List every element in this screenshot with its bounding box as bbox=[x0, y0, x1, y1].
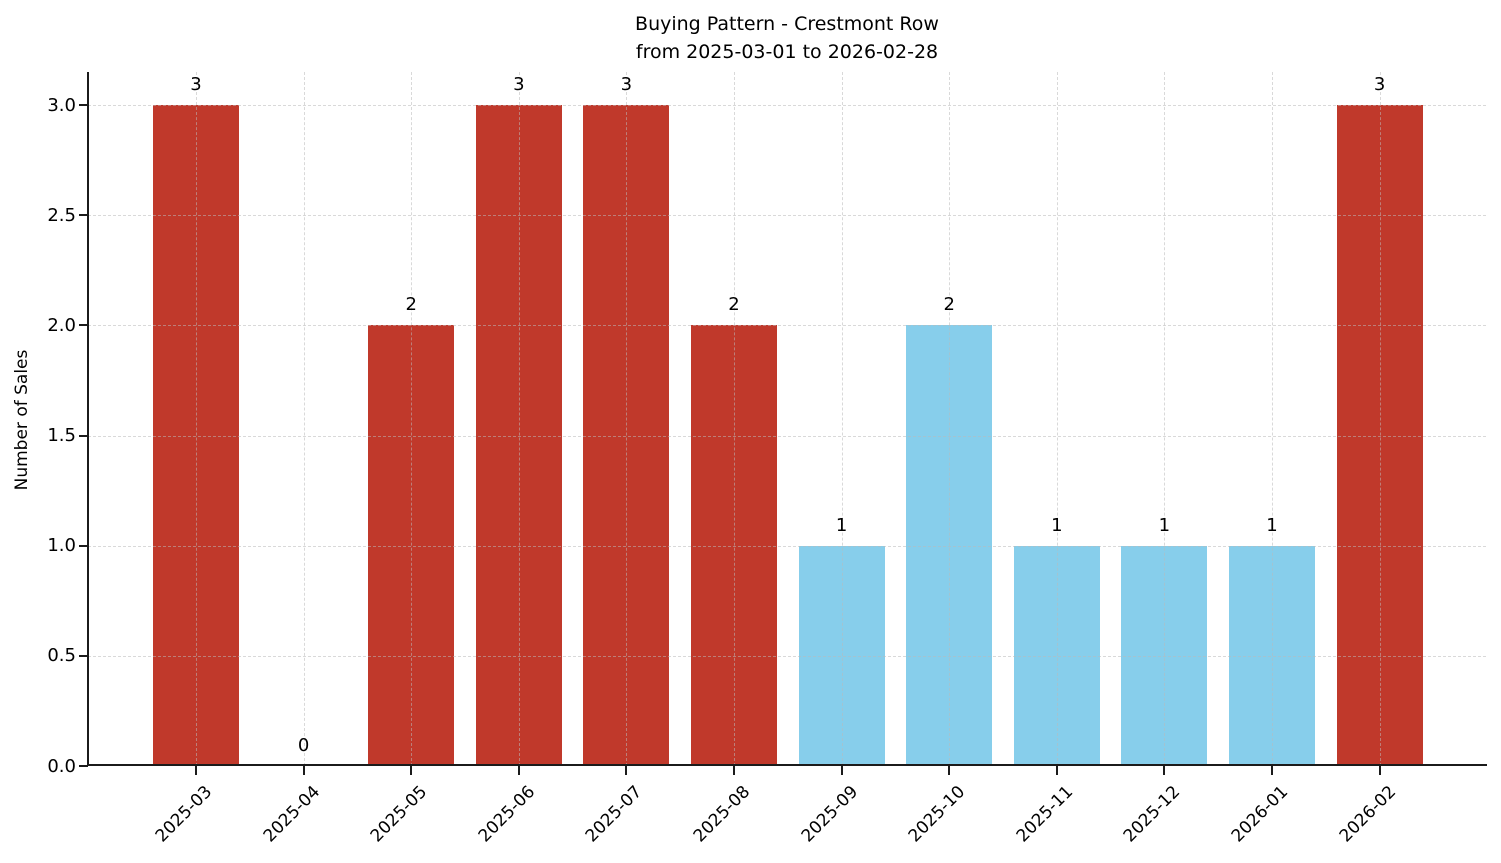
bar-value-label: 1 bbox=[835, 514, 848, 536]
plot-area: 3 0 2 3 3 2 1 2 1 1 1 3 bbox=[88, 72, 1486, 766]
x-tick bbox=[1271, 766, 1273, 775]
y-tick bbox=[79, 324, 88, 327]
gridline-h bbox=[88, 215, 1486, 217]
gridline-v bbox=[1272, 72, 1273, 766]
y-tick bbox=[79, 765, 88, 767]
chart-title-line2: from 2025-03-01 to 2026-02-28 bbox=[635, 41, 939, 63]
x-tick bbox=[733, 766, 735, 775]
y-axis-spine bbox=[87, 72, 89, 766]
y-tick-label: 2.5 bbox=[47, 204, 76, 226]
y-tick-label: 2.0 bbox=[47, 314, 76, 336]
y-tick-label: 3.0 bbox=[47, 94, 76, 116]
gridline-h bbox=[88, 545, 1486, 547]
bar-value-label: 0 bbox=[297, 735, 310, 756]
x-tick bbox=[1055, 766, 1058, 775]
chart-title-line1: Buying Pattern - Crestmont Row bbox=[635, 13, 939, 35]
bar-value-label: 3 bbox=[1373, 74, 1386, 96]
bar-value-label: 1 bbox=[1158, 514, 1171, 536]
gridline-h bbox=[88, 105, 1486, 107]
x-tick bbox=[840, 766, 843, 775]
x-tick bbox=[410, 766, 413, 775]
gridline-v bbox=[196, 72, 197, 766]
bar-value-label: 1 bbox=[1051, 514, 1063, 536]
x-tick bbox=[625, 766, 628, 775]
x-tick bbox=[302, 766, 305, 775]
x-tick bbox=[195, 766, 197, 775]
gridline-h bbox=[88, 655, 1486, 657]
x-tick bbox=[517, 766, 520, 775]
gridline-v bbox=[1379, 72, 1381, 766]
y-tick-label: 0.0 bbox=[47, 755, 76, 777]
bar-value-label: 2 bbox=[728, 294, 740, 316]
gridline-v bbox=[1056, 72, 1058, 766]
gridline-v bbox=[1164, 72, 1166, 766]
gridline-v bbox=[518, 72, 520, 766]
gridline-v bbox=[411, 72, 413, 766]
bar-value-label: 1 bbox=[1266, 514, 1278, 536]
y-tick bbox=[79, 214, 88, 217]
y-tick bbox=[79, 434, 88, 437]
bar-value-label: 3 bbox=[513, 74, 525, 96]
gridline-v bbox=[949, 72, 951, 766]
gridline-v bbox=[626, 72, 628, 766]
gridline-h bbox=[88, 325, 1486, 327]
chart-title: Buying Pattern - Crestmont Row from 2025… bbox=[88, 10, 1486, 66]
bar-value-label: 2 bbox=[405, 294, 417, 316]
y-tick bbox=[79, 544, 88, 547]
y-tick-label: 0.5 bbox=[47, 645, 76, 667]
bar-value-label: 3 bbox=[190, 74, 202, 96]
x-tick bbox=[1163, 766, 1166, 775]
gridline-v bbox=[303, 72, 305, 766]
bar-value-label: 2 bbox=[943, 294, 955, 316]
gridline-v bbox=[734, 72, 735, 766]
y-tick-label: 1.5 bbox=[47, 425, 76, 447]
bar-value-label: 3 bbox=[620, 74, 633, 96]
x-axis-spine bbox=[87, 764, 1487, 766]
x-tick bbox=[948, 766, 951, 775]
gridline-h bbox=[88, 435, 1486, 437]
y-tick bbox=[79, 654, 88, 657]
gridline-v bbox=[841, 72, 843, 766]
y-tick bbox=[79, 104, 88, 107]
x-tick-label: 2025-03 bbox=[151, 782, 217, 847]
x-tick bbox=[1378, 766, 1381, 775]
y-tick-label: 1.0 bbox=[47, 535, 76, 557]
